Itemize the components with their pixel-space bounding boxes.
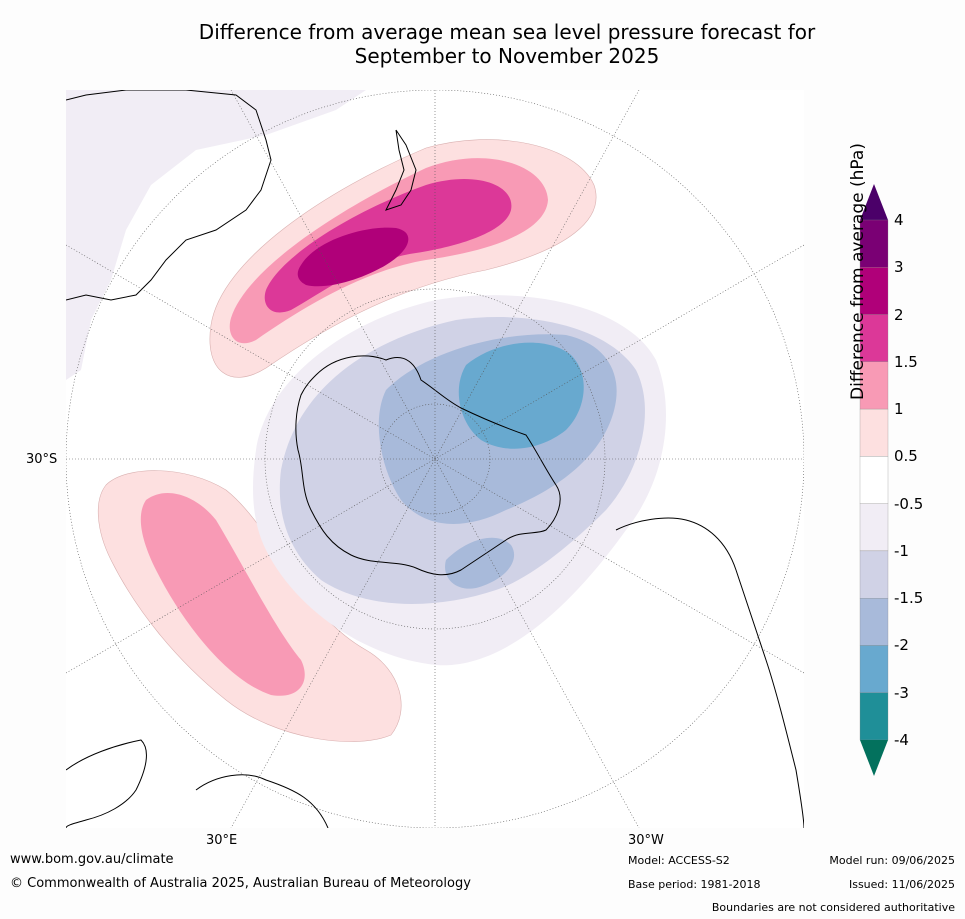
colorbar-swatch (859, 408, 889, 457)
south-america-coastline (615, 517, 804, 828)
colorbar-axis-label: Difference from average (hPa) (848, 143, 868, 400)
title-line-1: Difference from average mean sea level p… (198, 20, 816, 44)
colorbar-tick-label: -1.5 (894, 589, 924, 608)
footer-model: Model: ACCESS-S2 (628, 854, 730, 867)
colorbar-swatch (859, 598, 889, 646)
colorbar-tick-label: 4 (894, 211, 904, 229)
colorbar (859, 184, 889, 776)
anomaly-weak-negative-australia (66, 90, 366, 380)
colorbar-tick-label: 0.5 (894, 447, 918, 466)
colorbar-extend-top (860, 184, 888, 220)
antarctica-coastline (295, 355, 561, 576)
anomaly-positive-indian-1 (140, 492, 305, 696)
colorbar-tick-label: 1 (894, 400, 904, 419)
footer-copyright: © Commonwealth of Australia 2025, Austra… (10, 876, 471, 891)
new-zealand-coastline (385, 129, 417, 211)
colorbar-extend-bottom (860, 740, 888, 776)
colorbar-swatch (859, 692, 889, 741)
footer-disclaimer: Boundaries are not considered authoritat… (711, 901, 955, 914)
colorbar-swatch (859, 267, 889, 315)
colorbar-tick-label: 3 (894, 258, 904, 277)
colorbar-swatch (859, 361, 889, 410)
map-panel[interactable] (66, 90, 804, 828)
colorbar-swatch (859, 219, 889, 268)
anomaly-negative-15-b (445, 537, 515, 589)
footer-base-period: Base period: 1981-2018 (628, 878, 761, 891)
colorbar-swatch (859, 550, 889, 599)
footer-url[interactable]: www.bom.gov.au/climate (10, 852, 174, 867)
australia-coastline (66, 90, 272, 301)
colorbar-tick-label: -4 (894, 731, 909, 749)
longitude-label-30w: 30°W (628, 833, 664, 848)
africa-coastline (66, 739, 147, 828)
colorbar-swatch (859, 503, 889, 552)
colorbar-tick-label: -2 (894, 636, 909, 655)
anomaly-positive-nz-2 (297, 227, 409, 287)
colorbar-tick-label: -0.5 (894, 494, 924, 513)
colorbar-swatch (859, 456, 889, 504)
colorbar-tick-label: 2 (894, 305, 904, 324)
graticule (66, 90, 804, 828)
footer-issued: Issued: 11/06/2025 (848, 878, 955, 891)
longitude-label-30e: 30°E (206, 833, 238, 848)
anomaly-negative-2 (458, 342, 584, 449)
colorbar-swatch (859, 645, 889, 693)
footer-model-run: Model run: 09/06/2025 (829, 854, 955, 867)
colorbar-swatch (859, 314, 889, 362)
colorbar-tick-label: -1 (894, 541, 909, 560)
colorbar-tick-label: -3 (894, 683, 909, 702)
colorbar-tick-label: 1.5 (894, 352, 918, 371)
madagascar-coastline (195, 774, 329, 828)
chart-title: Difference from average mean sea level p… (0, 20, 965, 68)
title-line-2: September to November 2025 (354, 44, 660, 68)
latitude-label-30s: 30°S (26, 452, 58, 467)
